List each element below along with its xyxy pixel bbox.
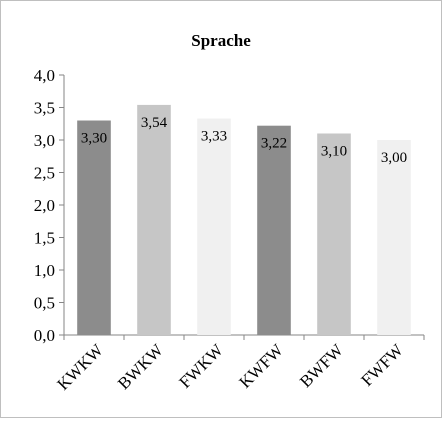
- y-tick-label: 3,5: [34, 99, 55, 118]
- data-label: 3,30: [81, 131, 107, 147]
- chart-title: Sprache: [191, 31, 251, 50]
- bar: [317, 133, 351, 335]
- data-labels: 3,30 3,54 3,33 3,22 3,10 3,00: [81, 115, 407, 166]
- bar: [377, 140, 411, 335]
- y-tick-label: 0,0: [34, 326, 55, 345]
- data-label: 3,33: [201, 129, 227, 145]
- data-label: 3,00: [381, 150, 407, 166]
- y-tick-label: 1,0: [34, 261, 55, 280]
- y-tick-label: 3,0: [34, 131, 55, 150]
- data-label: 3,22: [261, 136, 287, 152]
- y-tick-label: 4,0: [34, 66, 55, 85]
- bar-series: [77, 104, 411, 336]
- bar: [257, 125, 291, 335]
- y-axis: 0,0 0,5 1,0 1,5 2,0 2,5 3,0 3,5 4,0: [34, 66, 65, 345]
- data-label: 3,10: [321, 144, 347, 160]
- y-tick-label: 0,5: [34, 294, 55, 313]
- data-label: 3,54: [141, 115, 168, 131]
- bar: [77, 120, 111, 335]
- y-tick-label: 1,5: [34, 229, 55, 248]
- bar: [197, 118, 231, 335]
- y-tick-label: 2,0: [34, 196, 55, 215]
- y-tick-label: 2,5: [34, 164, 55, 183]
- bar: [137, 104, 171, 336]
